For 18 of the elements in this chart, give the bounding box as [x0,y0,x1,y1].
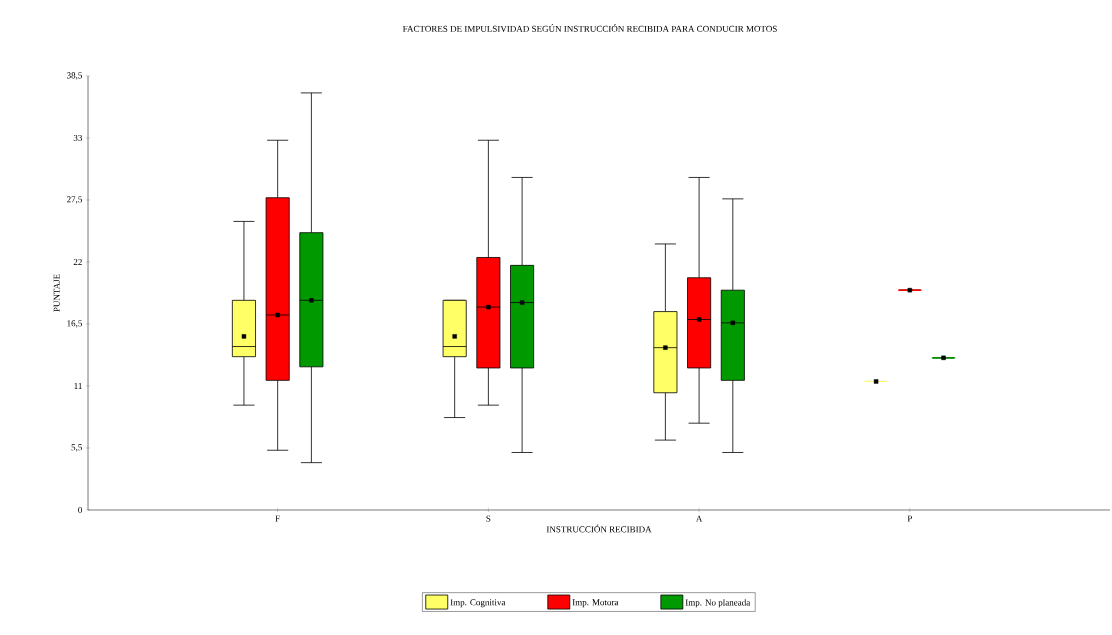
y-tick-label: 0 [78,506,82,514]
legend-label: Imp. No planeada [685,599,751,608]
legend-label: Imp. Cognitiva [450,599,506,608]
y-axis-title: PUNTAJE [53,274,60,312]
x-tick-label: S [486,515,491,522]
x-axis-title: INSTRUCCIÓN RECIBIDA [546,524,652,533]
y-tick-label: 33 [73,134,82,142]
y-tick-label: 5,5 [71,444,82,452]
y-tick-label: 22 [73,259,82,265]
y-tick-label: 38,5 [67,72,82,80]
y-tick-label: 27,5 [66,196,82,204]
chart-title: FACTORES DE IMPULSIVIDAD SEGÚN INSTRUCCIÓN RECIBIDA PARA CONDUCIR MOTOS [402,24,777,32]
legend-label: Imp. Motora [572,599,619,608]
x-tick-label: F [275,515,280,522]
x-tick-label: A [695,515,703,522]
y-tick-label: 16,5 [67,320,82,328]
y-tick-label: 11 [74,383,82,389]
x-tick-label: P [907,515,912,522]
